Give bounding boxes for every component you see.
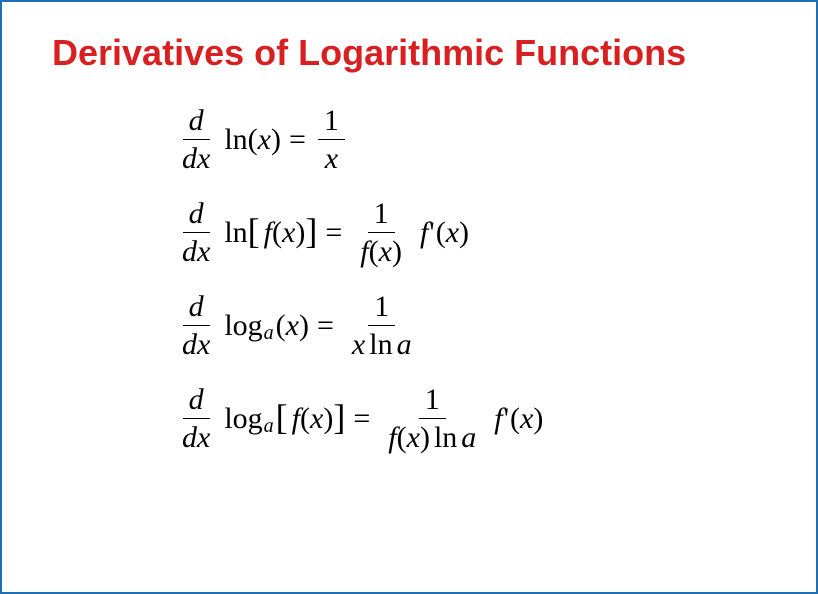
variable-x: x (286, 309, 299, 343)
equation-4: d dx log a [ f ( x ) ] = 1 f(x)lna f ' (… (172, 383, 776, 454)
close-paren: ) (299, 309, 309, 343)
function-f: f (360, 235, 368, 268)
variable-x: x (282, 216, 295, 250)
result-fraction: 1 f(x) (354, 197, 408, 268)
derivative-operator: d dx (176, 197, 216, 268)
open-paren: ( (272, 216, 282, 250)
open-paren: ( (510, 402, 520, 436)
close-paren: ) (459, 216, 469, 250)
variable-x: x (520, 402, 533, 436)
open-paren: ( (369, 235, 379, 268)
result-fraction: 1 xlna (346, 290, 418, 361)
function-f: f (292, 402, 300, 436)
equals-sign: = (325, 216, 342, 250)
result-fraction: 1 f(x)lna (382, 383, 482, 454)
open-bracket: [ (248, 210, 260, 252)
ln-function: ln (434, 421, 457, 454)
slide-title: Derivatives of Logarithmic Functions (52, 32, 776, 74)
result-fraction: 1 x (318, 104, 345, 175)
variable-x: x (310, 402, 323, 436)
ln-function: ln (224, 216, 247, 250)
open-paren: ( (397, 421, 407, 454)
open-paren: ( (248, 123, 258, 157)
equals-sign: = (317, 309, 334, 343)
open-paren: ( (436, 216, 446, 250)
frac-numerator: d (183, 290, 210, 326)
function-f: f (494, 402, 502, 436)
derivative-operator: d dx (176, 383, 216, 454)
equation-3: d dx log a ( x ) = 1 xlna (172, 290, 776, 361)
open-bracket: [ (276, 396, 288, 438)
frac-numerator: 1 (419, 383, 446, 419)
log-function: log (224, 402, 262, 436)
equals-sign: = (353, 402, 370, 436)
close-paren: ) (420, 421, 430, 454)
frac-denominator: dx (176, 326, 216, 361)
log-base: a (264, 322, 274, 345)
close-bracket: ] (333, 396, 345, 438)
open-paren: ( (276, 309, 286, 343)
close-paren: ) (392, 235, 402, 268)
prime-symbol: ' (429, 216, 434, 250)
variable-x: x (379, 235, 392, 268)
equals-sign: = (289, 123, 306, 157)
close-paren: ) (533, 402, 543, 436)
equation-2: d dx ln [ f ( x ) ] = 1 f(x) f ' ( x ) (172, 197, 776, 268)
close-paren: ) (271, 123, 281, 157)
variable-x: x (446, 216, 459, 250)
frac-numerator: d (183, 104, 210, 140)
log-function: log (224, 309, 262, 343)
frac-denominator: dx (176, 419, 216, 454)
frac-denominator: xlna (346, 326, 418, 361)
equations-block: d dx ln ( x ) = 1 x d dx ln [ f ( x ) (42, 104, 776, 454)
frac-numerator: d (183, 383, 210, 419)
function-f: f (388, 421, 396, 454)
frac-numerator: 1 (368, 290, 395, 326)
function-f: f (264, 216, 272, 250)
open-paren: ( (300, 402, 310, 436)
close-bracket: ] (305, 210, 317, 252)
log-base: a (264, 415, 274, 438)
equation-1: d dx ln ( x ) = 1 x (172, 104, 776, 175)
frac-denominator: dx (176, 140, 216, 175)
variable-x: x (258, 123, 271, 157)
variable-x: x (407, 421, 420, 454)
close-paren: ) (323, 402, 333, 436)
frac-denominator: f(x)lna (382, 419, 482, 454)
frac-denominator: dx (176, 233, 216, 268)
frac-numerator: 1 (368, 197, 395, 233)
frac-denominator: x (319, 140, 344, 175)
slide-container: Derivatives of Logarithmic Functions d d… (0, 0, 818, 594)
frac-denominator: f(x) (354, 233, 408, 268)
prime-symbol: ' (504, 402, 509, 436)
variable-a: a (397, 328, 412, 361)
variable-a: a (461, 421, 476, 454)
function-f: f (420, 216, 428, 250)
derivative-operator: d dx (176, 290, 216, 361)
ln-function: ln (369, 328, 392, 361)
derivative-operator: d dx (176, 104, 216, 175)
variable-x: x (352, 328, 365, 361)
ln-function: ln (224, 123, 247, 157)
frac-numerator: 1 (318, 104, 345, 140)
close-paren: ) (295, 216, 305, 250)
frac-numerator: d (183, 197, 210, 233)
